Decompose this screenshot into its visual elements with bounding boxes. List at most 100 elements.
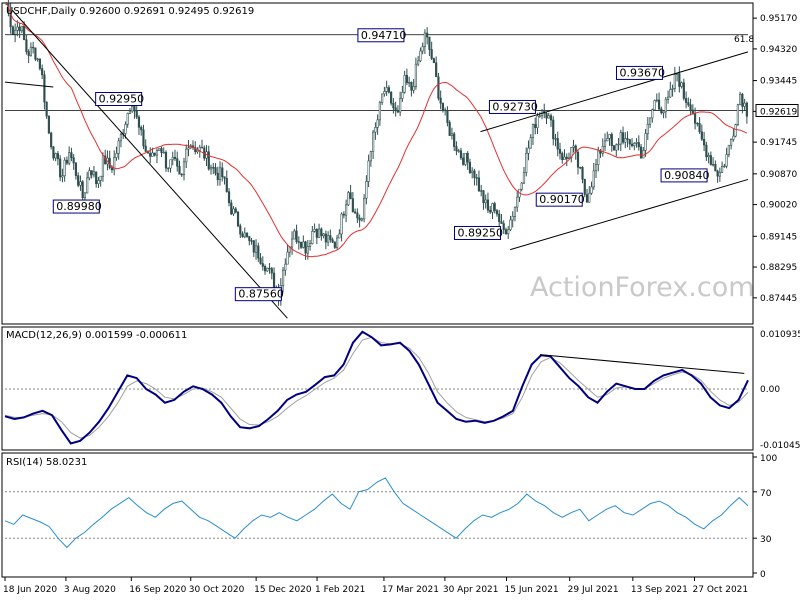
candle-body: [721, 166, 724, 173]
candle-body: [299, 242, 303, 248]
candle-body: [441, 102, 445, 111]
candle-body: [606, 138, 609, 142]
candle-body: [592, 170, 595, 188]
rsi-tick-label: 30: [760, 535, 772, 545]
candle-body: [664, 98, 667, 113]
candle-body: [367, 160, 370, 182]
candle-body: [329, 235, 332, 241]
candle-body: [16, 26, 19, 31]
candle-body: [383, 91, 386, 95]
candle-body: [727, 144, 730, 155]
candle-body: [304, 241, 307, 254]
candle-body: [471, 170, 474, 173]
candle-body: [687, 102, 690, 106]
candle-body: [716, 170, 719, 177]
candle-body: [556, 138, 559, 150]
macd-tick-label: -0.010459: [760, 441, 800, 451]
level-annotation-label: 0.92950: [99, 93, 144, 106]
candle-body: [525, 152, 528, 173]
price-tick-label: 0.93445: [760, 77, 797, 87]
candle-body: [399, 98, 402, 113]
candle-body: [230, 202, 233, 215]
moving-average-line: [5, 2, 748, 258]
candle-body: [155, 150, 159, 156]
candle-body: [500, 221, 503, 224]
watermark: ActionForex.com: [530, 272, 755, 303]
candle-body: [236, 211, 240, 227]
fib-label: 61.8: [734, 35, 754, 45]
level-annotation-box: [660, 168, 708, 183]
candle-body: [196, 150, 199, 153]
candle-body: [23, 25, 26, 41]
rsi-tick-label: 100: [760, 454, 777, 464]
candle-body: [473, 170, 476, 178]
candle-body: [450, 133, 454, 136]
candle-body: [531, 124, 535, 138]
candle-body: [633, 143, 636, 146]
candle-body: [703, 139, 706, 146]
candle-body: [385, 87, 388, 92]
candle-body: [417, 60, 420, 65]
time-tick-label: 17 Mar 2021: [382, 585, 439, 595]
rsi-tick-label: 70: [760, 489, 772, 499]
candle-body: [79, 181, 82, 186]
candle-body: [448, 122, 451, 136]
candle-body: [180, 173, 183, 176]
candle-body: [419, 50, 422, 62]
candle-body: [56, 153, 59, 160]
candle-body: [612, 145, 616, 151]
time-tick-label: 27 Oct 2021: [693, 585, 749, 595]
candle-body: [718, 172, 721, 177]
candle-body: [534, 124, 537, 129]
candle-body: [59, 158, 62, 178]
candle-body: [268, 267, 271, 270]
candle-body: [34, 47, 37, 60]
candle-body: [597, 150, 600, 165]
candle-body: [97, 180, 100, 185]
candle-body: [509, 219, 512, 230]
candle-body: [124, 123, 127, 134]
candle-body: [576, 151, 580, 168]
candle-body: [25, 39, 28, 52]
candle-body: [682, 82, 685, 99]
candle-body: [297, 241, 300, 243]
candle-body: [133, 106, 136, 112]
candle-body: [403, 75, 406, 93]
candle-body: [360, 218, 363, 221]
level-annotation-label: 0.92730: [492, 100, 538, 113]
candle-body: [135, 110, 138, 118]
candle-body: [457, 150, 460, 152]
candle-body: [182, 161, 186, 175]
candle-body: [660, 108, 663, 114]
candle-body: [491, 203, 494, 213]
candle-body: [522, 172, 526, 184]
candle-body: [356, 212, 359, 219]
candle-body: [669, 89, 672, 98]
time-tick-label: 15 Dec 2020: [254, 585, 312, 595]
candle-body: [153, 152, 156, 156]
candle-body: [444, 109, 447, 112]
candle-body: [459, 150, 463, 159]
candle-body: [345, 204, 348, 216]
candle-body: [272, 272, 276, 289]
candle-body: [694, 113, 697, 124]
candle-body: [317, 228, 321, 238]
candle-body: [167, 167, 170, 170]
candle-body: [639, 146, 643, 159]
candle-body: [468, 161, 472, 173]
candle-body: [185, 148, 188, 163]
candle-body: [626, 138, 629, 140]
candle-body: [342, 213, 345, 216]
candle-body: [696, 122, 699, 125]
candle-body: [439, 97, 442, 104]
candle-body: [347, 192, 350, 206]
candle-body: [736, 104, 739, 125]
candle-body: [369, 151, 372, 162]
annotation-boxes: 0.94710 0.92950 0.89980 0.87560 0.92730 0.936…: [52, 28, 710, 302]
candle-body: [45, 101, 48, 117]
candle-body: [401, 91, 404, 99]
candle-body: [43, 74, 46, 103]
candle-body: [349, 192, 352, 199]
candle-body: [315, 228, 318, 238]
